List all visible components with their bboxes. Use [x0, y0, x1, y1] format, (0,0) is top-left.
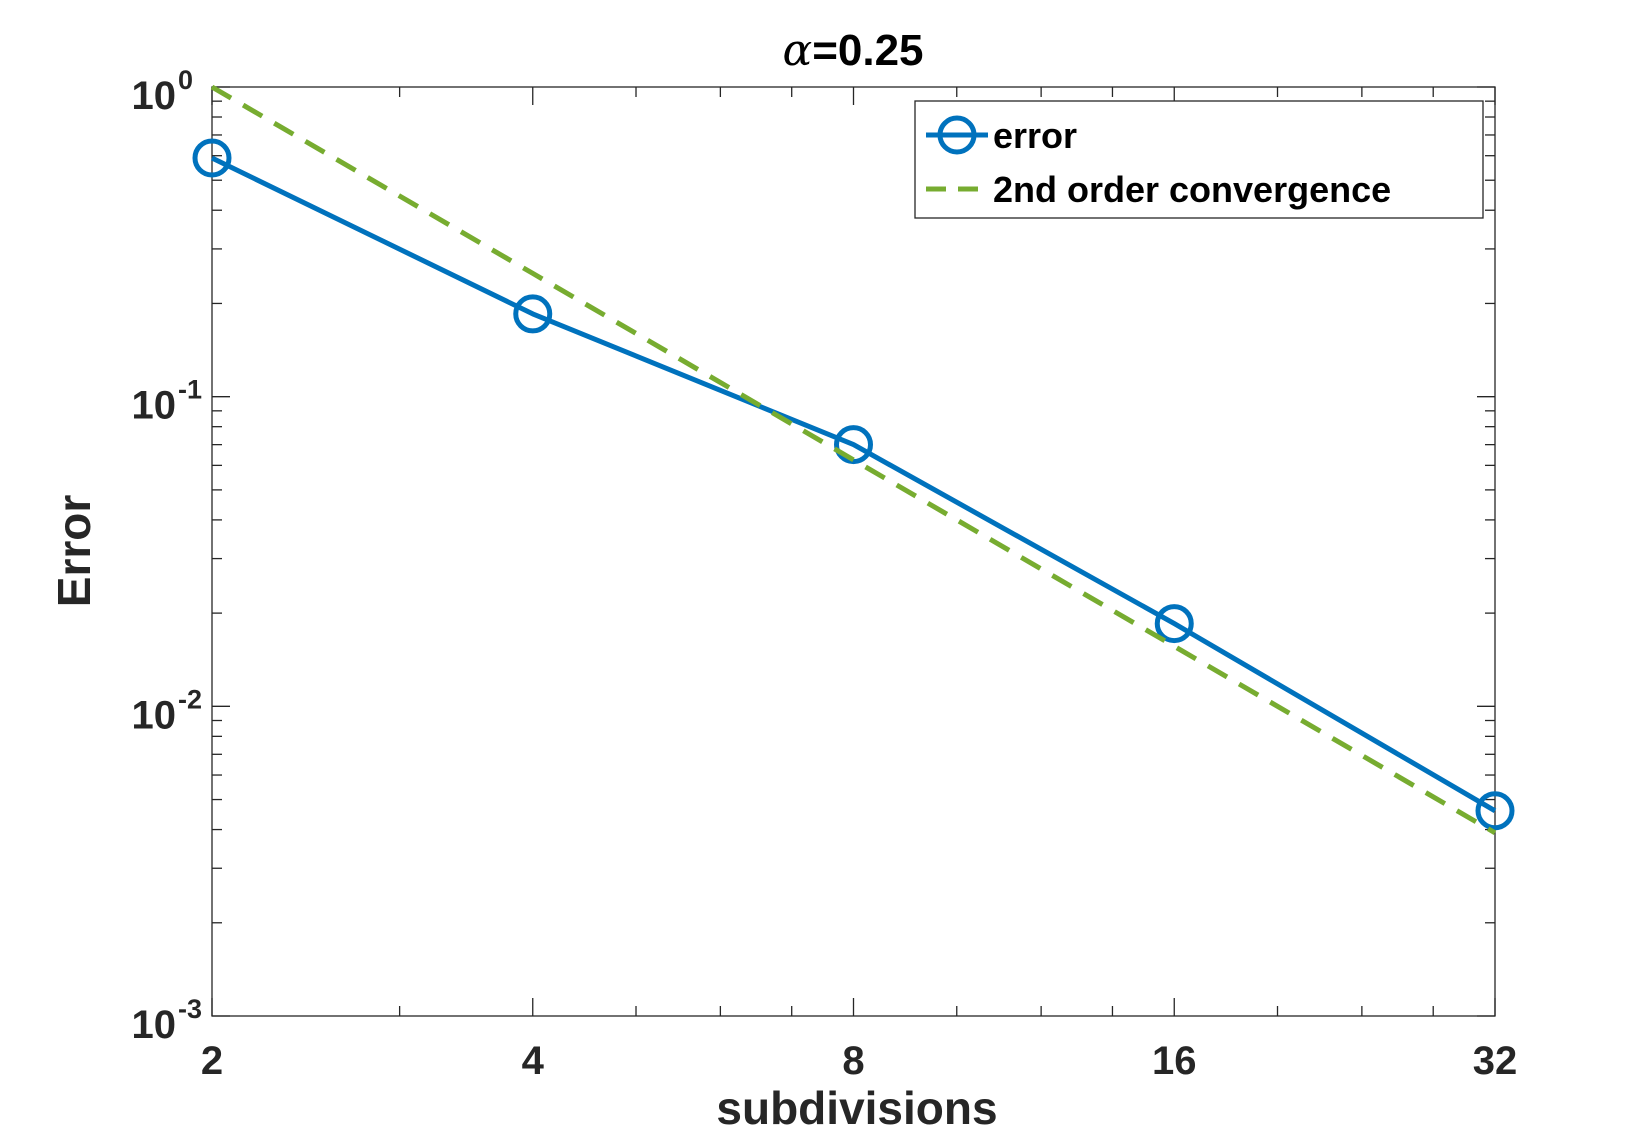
y-tick-base: 10 [132, 74, 177, 118]
x-tick-label: 4 [522, 1039, 545, 1083]
y-tick-base: 10 [132, 384, 177, 428]
y-axis-label: Error [48, 495, 100, 608]
data-point [834, 425, 873, 465]
series-layer [192, 84, 1515, 835]
y-tick-exponent: -2 [178, 684, 202, 714]
data-point [513, 294, 553, 334]
y-tick-exponent: -1 [178, 375, 202, 405]
x-tick-label: 2 [201, 1039, 223, 1083]
x-tick-label: 16 [1152, 1039, 1197, 1083]
data-point [1475, 791, 1515, 831]
legend-label: 2nd order convergence [993, 169, 1391, 210]
legend-box [914, 100, 1484, 219]
y-tick-label: 10 -2 [132, 684, 203, 737]
x-axis-label: subdivisions [716, 1082, 997, 1134]
x-tick-label: 32 [1473, 1039, 1518, 1083]
plot-area [212, 87, 1495, 1016]
legend-label: error [993, 115, 1077, 156]
data-point [1154, 604, 1194, 644]
y-tick-base: 10 [132, 1003, 177, 1047]
legend-swatch-marker [937, 115, 977, 155]
y-tick-base: 10 [132, 693, 177, 737]
legend-items: error 2nd order convergence [926, 115, 1391, 210]
legend: error 2nd order convergence [914, 100, 1484, 219]
series-line-0 [210, 155, 1497, 813]
data-point [192, 138, 232, 178]
y-tick-label: 10 0 [132, 65, 194, 118]
title-text: =0.25 [812, 26, 923, 75]
y-tick-exponent: -3 [178, 994, 202, 1024]
chart-title: α=0.25 [782, 25, 923, 76]
y-tick-exponent: 0 [178, 65, 193, 95]
y-tick-label: 10 -1 [132, 375, 203, 428]
x-tick-label: 8 [842, 1039, 864, 1083]
y-tick-label: 10 -3 [132, 994, 203, 1047]
x-tick-labels: 2 4 8 16 32 [201, 1039, 1517, 1083]
title-symbol: α [782, 25, 812, 76]
series-line-1 [210, 84, 1497, 835]
plot-frame [211, 86, 1496, 1017]
